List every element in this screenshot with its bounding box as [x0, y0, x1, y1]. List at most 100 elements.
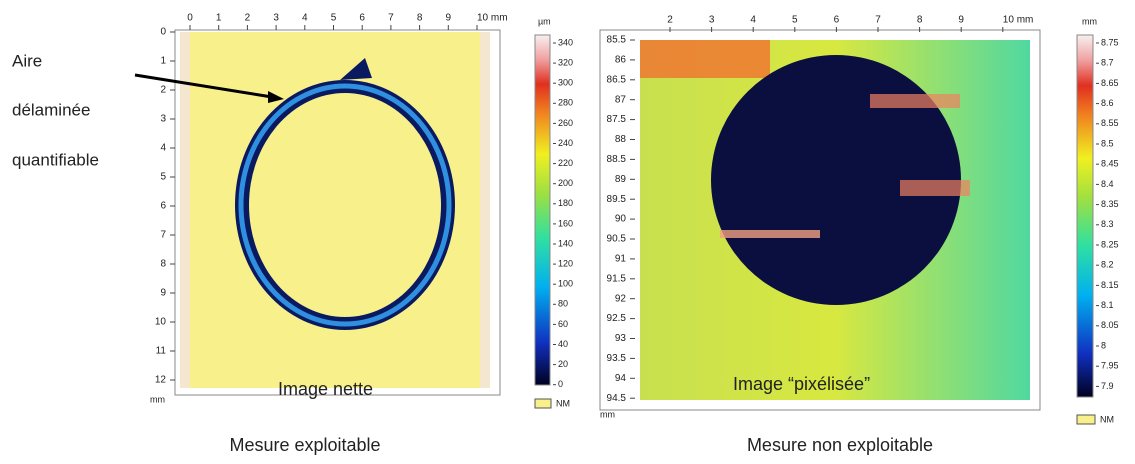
x-tick-label: 2 — [245, 13, 251, 24]
x-tick-label: 3 — [273, 13, 279, 24]
colorbar-label: 8.55 — [1101, 118, 1119, 128]
colorbar-label: 7.9 — [1101, 381, 1114, 391]
x-tick-label: 1 — [216, 13, 222, 24]
y-tick-label: 7 — [160, 230, 166, 241]
left-image — [174, 29, 501, 396]
strip — [480, 32, 490, 388]
overlay-label: Image “pixélisée” — [733, 374, 870, 394]
y-tick-label: 88 — [615, 134, 627, 145]
y-tick-label: 85.5 — [607, 35, 627, 46]
y-tick-label: 2 — [160, 85, 166, 96]
x-tick-label: 5 — [331, 13, 337, 24]
y-tick-label: 4 — [160, 143, 166, 154]
colorbar — [534, 34, 551, 386]
y-tick-label: 90 — [615, 214, 627, 225]
y-tick-label: 10 — [155, 317, 167, 328]
colorbar-label: 240 — [558, 138, 573, 148]
nm-label: NM — [1100, 414, 1114, 424]
y-tick-label: 92.5 — [607, 313, 627, 324]
y-tick-label: 3 — [160, 114, 166, 125]
y-tick-label: 91.5 — [607, 273, 627, 284]
colorbar-label: 220 — [558, 158, 573, 168]
y-tick-label: 12 — [155, 375, 167, 386]
right-image — [599, 29, 1041, 411]
y-tick-label: 1 — [160, 56, 166, 67]
colorbar-label: 8.7 — [1101, 58, 1114, 68]
colorbar-label: 300 — [558, 78, 573, 88]
x-tick-label: 5 — [792, 15, 798, 26]
colorbar-label: 60 — [558, 319, 568, 329]
y-tick-label: 87.5 — [607, 114, 627, 125]
y-tick-label: 94 — [615, 373, 627, 384]
colorbar-label: 8.5 — [1101, 138, 1114, 148]
arrow — [134, 73, 273, 99]
streak — [870, 94, 960, 108]
nm-swatch — [534, 398, 552, 409]
colorbar-label: 8.45 — [1101, 159, 1119, 169]
arrow-head — [268, 91, 284, 103]
y-tick-label: 89.5 — [607, 194, 627, 205]
overlay-label: Image nette — [278, 379, 373, 399]
streak — [720, 230, 820, 238]
x-tick-label: 10 mm — [1003, 15, 1034, 26]
colorbar-label: 8.75 — [1101, 37, 1119, 47]
colorbar-label: 280 — [558, 98, 573, 108]
inner — [249, 93, 441, 317]
x-tick-label: 10 mm — [477, 13, 508, 24]
colorbar-label: 100 — [558, 279, 573, 289]
colorbar-label: 140 — [558, 238, 573, 248]
y-tick-label: 5 — [160, 172, 166, 183]
y-tick-label: 93.5 — [607, 353, 627, 364]
flake — [340, 58, 372, 80]
annotation: quantifiable — [12, 150, 99, 169]
streak — [900, 180, 970, 196]
y-tick-label: 87 — [615, 94, 627, 105]
x-tick-label: 6 — [359, 13, 365, 24]
colorbar-label: 180 — [558, 198, 573, 208]
y-tick-label: 9 — [160, 288, 166, 299]
colorbar-label: 8 — [1101, 340, 1106, 350]
colorbar-label: 8.4 — [1101, 179, 1114, 189]
colorbar-label: 8.2 — [1101, 260, 1114, 270]
colorbar-label: 8.65 — [1101, 78, 1119, 88]
y-tick-label: 92 — [615, 293, 627, 304]
y-tick-label: 86.5 — [607, 74, 627, 85]
colorbar-label: 160 — [558, 218, 573, 228]
colorbar-label: 8.35 — [1101, 199, 1119, 209]
colorbar-label: 0 — [558, 379, 563, 389]
axis-unit: mm — [600, 409, 615, 419]
y-tick-label: 89 — [615, 174, 627, 185]
x-tick-label: 0 — [187, 13, 193, 24]
y-tick-label: 90.5 — [607, 234, 627, 245]
y-tick-label: 91 — [615, 254, 627, 265]
colorbar-unit: mm — [1082, 16, 1097, 26]
y-tick-label: 88.5 — [607, 154, 627, 165]
x-tick-label: 8 — [917, 15, 923, 26]
axis-unit: mm — [150, 394, 165, 404]
y-tick-label: 94.5 — [607, 393, 627, 404]
y-tick-label: 93 — [615, 333, 627, 344]
y-tick-label: 8 — [160, 259, 166, 270]
x-tick-label: 8 — [417, 13, 423, 24]
colorbar-label: 8.15 — [1101, 280, 1119, 290]
colorbar-label: 8.05 — [1101, 320, 1119, 330]
colorbar-label: 8.1 — [1101, 300, 1114, 310]
hole — [711, 55, 961, 305]
colorbar-label: 40 — [558, 339, 568, 349]
colorbar-label: 20 — [558, 359, 568, 369]
x-tick-label: 6 — [834, 15, 840, 26]
caption: Mesure exploitable — [229, 435, 380, 455]
colorbar-label: 7.95 — [1101, 361, 1119, 371]
colorbar-label: 320 — [558, 57, 573, 67]
x-tick-label: 9 — [958, 15, 964, 26]
colorbar-label: 8.25 — [1101, 239, 1119, 249]
ring-edge — [238, 83, 452, 327]
x-tick-label: 4 — [750, 15, 756, 26]
x-tick-label: 2 — [667, 15, 673, 26]
colorbar — [1076, 34, 1094, 398]
y-tick-label: 6 — [160, 201, 166, 212]
y-tick-label: 0 — [160, 27, 166, 38]
colorbar-label: 8.6 — [1101, 98, 1114, 108]
annotation: délaminée — [12, 100, 90, 119]
nm-swatch — [1076, 414, 1096, 425]
